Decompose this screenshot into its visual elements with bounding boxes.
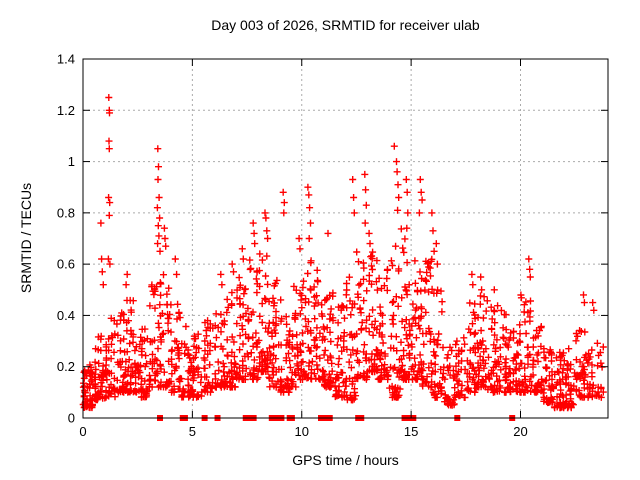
svg-text:1: 1 — [68, 154, 75, 169]
svg-text:0: 0 — [68, 411, 75, 426]
chart-title: Day 003 of 2026, SRMTID for receiver ula… — [211, 17, 480, 33]
axis-border — [82, 58, 609, 419]
y-tick-labels: 0 0.2 0.4 0.6 0.8 1 1.2 1.4 — [57, 52, 75, 426]
svg-text:0.8: 0.8 — [57, 205, 75, 220]
axis-ticks — [82, 58, 608, 419]
svg-text:20: 20 — [513, 424, 527, 439]
svg-text:0.4: 0.4 — [57, 308, 75, 323]
svg-text:1.4: 1.4 — [57, 52, 75, 67]
svg-text:5: 5 — [189, 424, 196, 439]
scatter-points — [79, 94, 607, 412]
svg-text:0.6: 0.6 — [57, 257, 75, 272]
x-tick-labels: 0 5 10 15 20 — [79, 424, 527, 439]
x-axis-label: GPS time / hours — [292, 452, 399, 468]
svg-text:0: 0 — [79, 424, 86, 439]
svg-text:1.2: 1.2 — [57, 103, 75, 118]
svg-text:10: 10 — [295, 424, 309, 439]
svg-text:15: 15 — [404, 424, 418, 439]
svg-text:0.2: 0.2 — [57, 359, 75, 374]
